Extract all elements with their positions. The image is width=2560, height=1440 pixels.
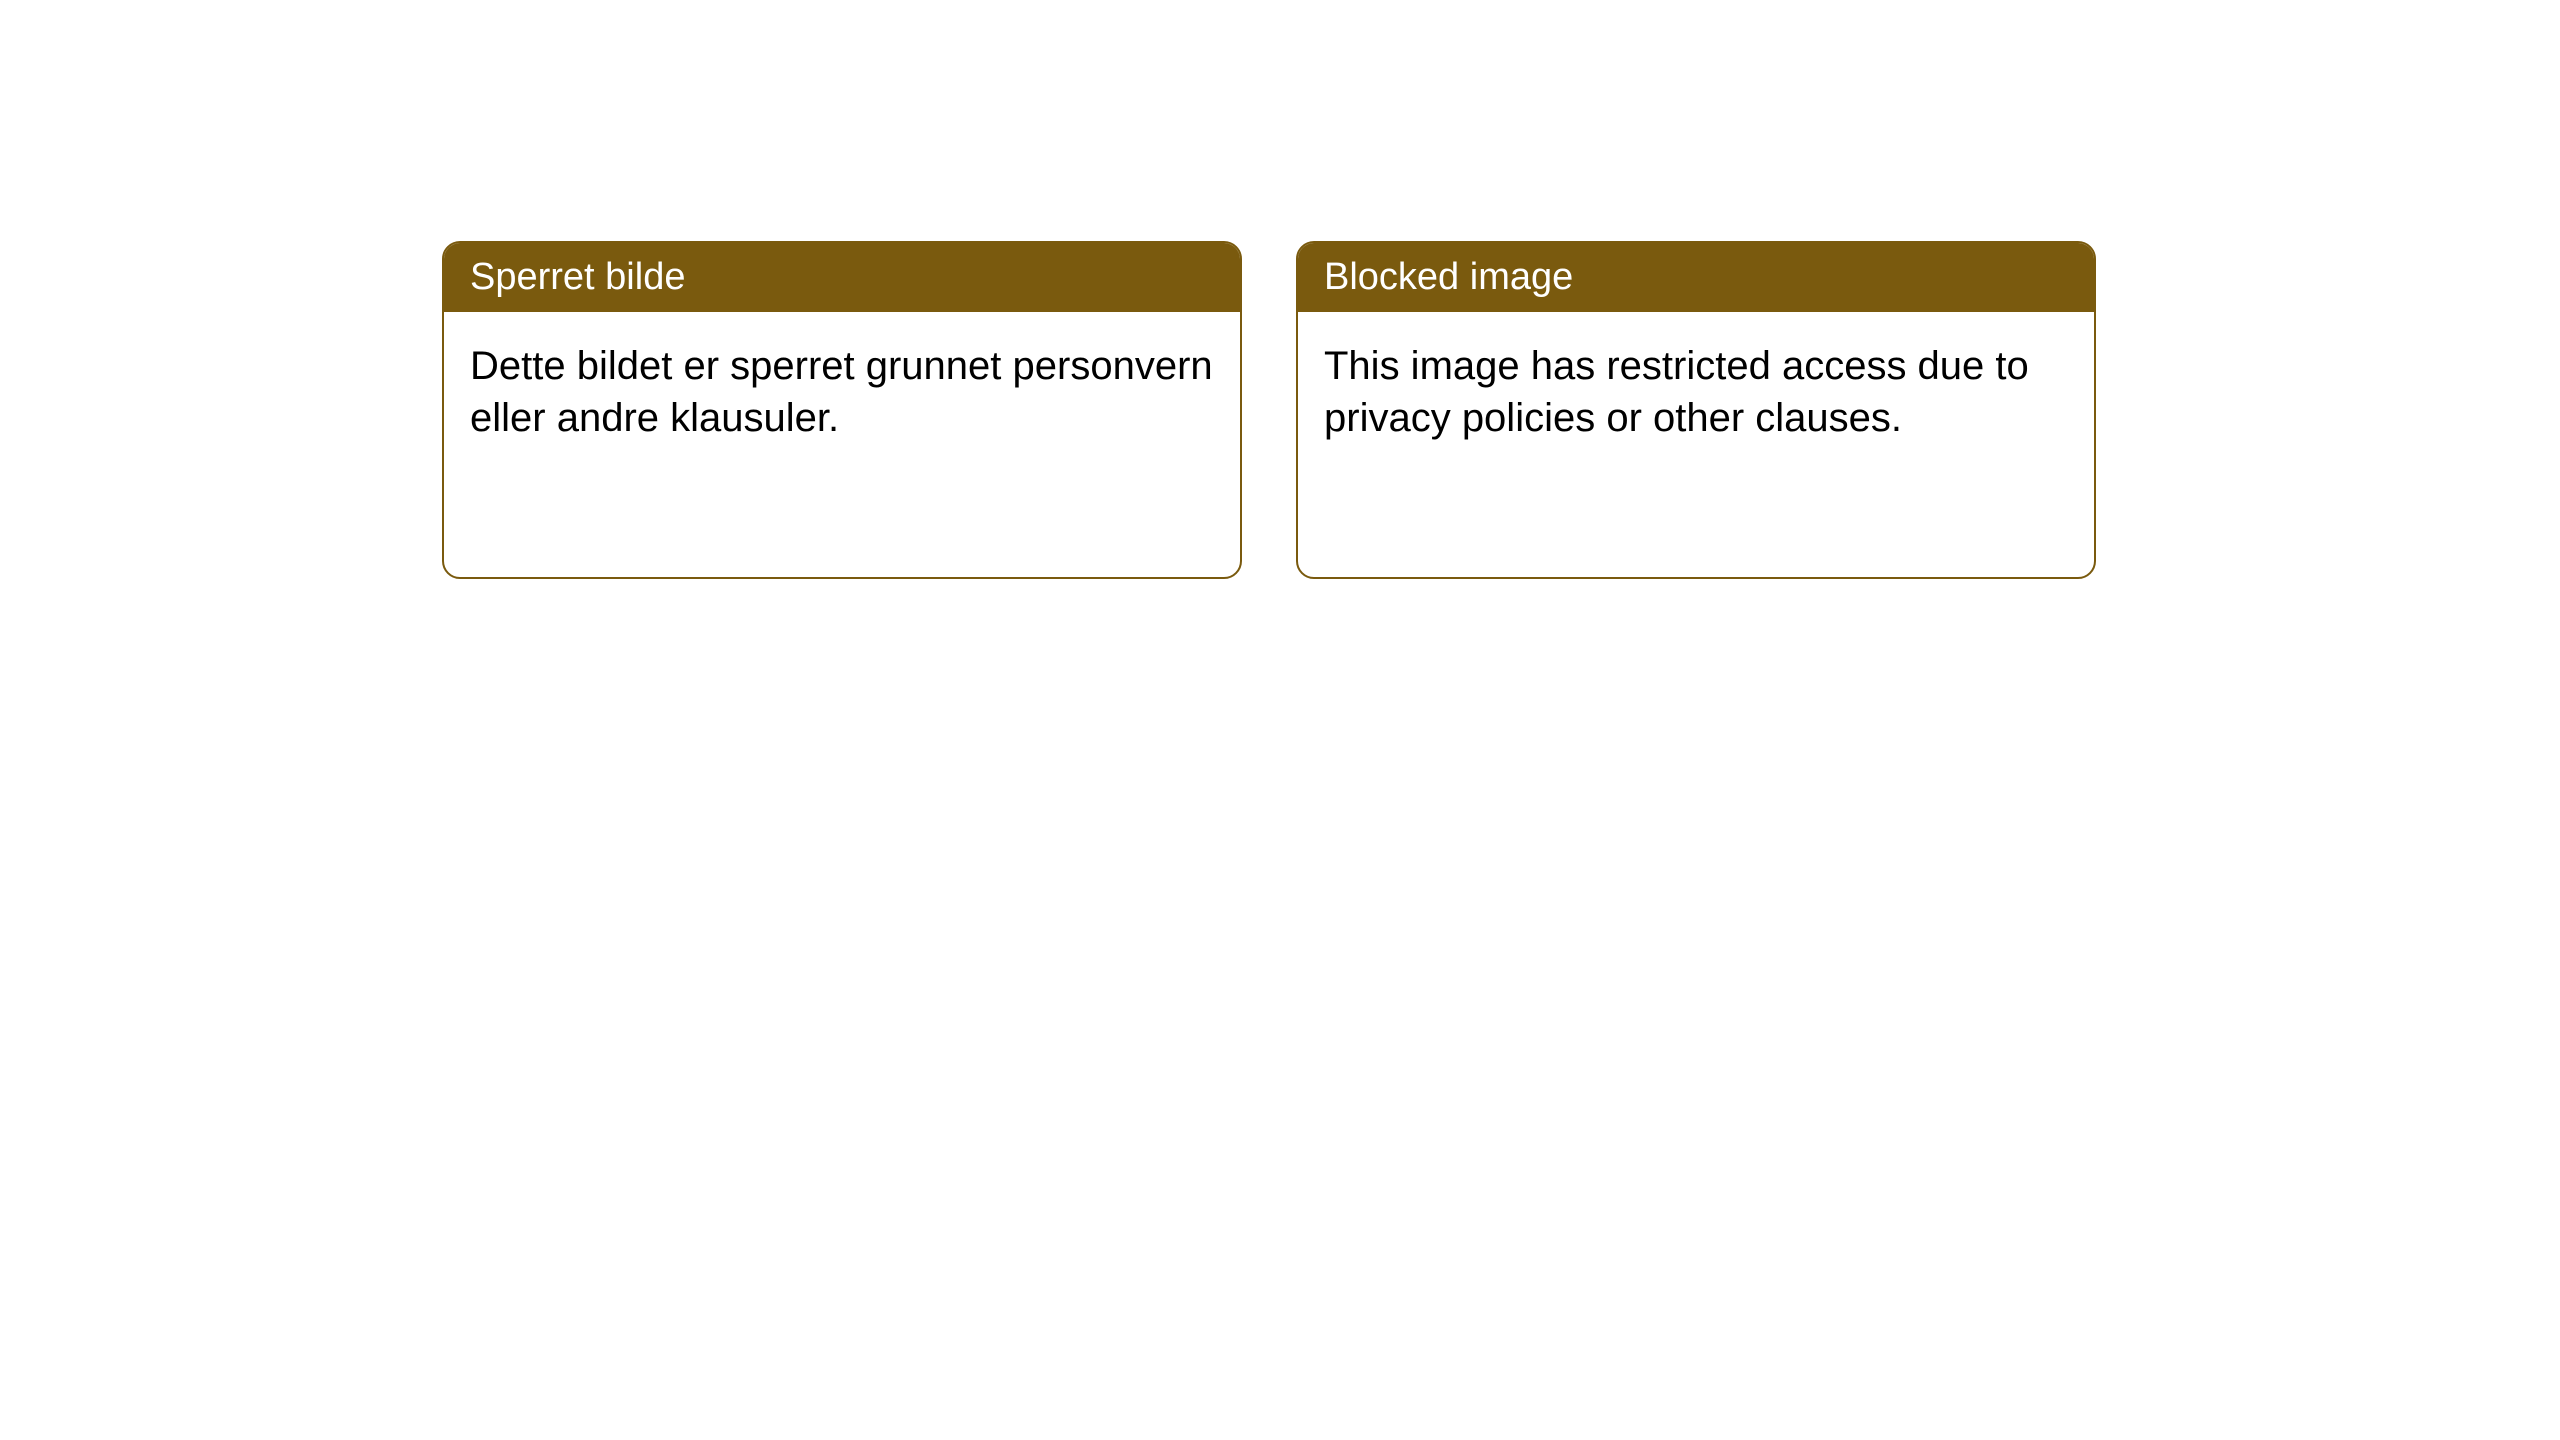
notice-body: Dette bildet er sperret grunnet personve… xyxy=(444,312,1240,472)
notice-title: Blocked image xyxy=(1298,243,2094,312)
notice-body: This image has restricted access due to … xyxy=(1298,312,2094,472)
notice-card-norwegian: Sperret bilde Dette bildet er sperret gr… xyxy=(442,241,1242,579)
notice-cards-row: Sperret bilde Dette bildet er sperret gr… xyxy=(0,0,2560,579)
notice-card-english: Blocked image This image has restricted … xyxy=(1296,241,2096,579)
notice-title: Sperret bilde xyxy=(444,243,1240,312)
